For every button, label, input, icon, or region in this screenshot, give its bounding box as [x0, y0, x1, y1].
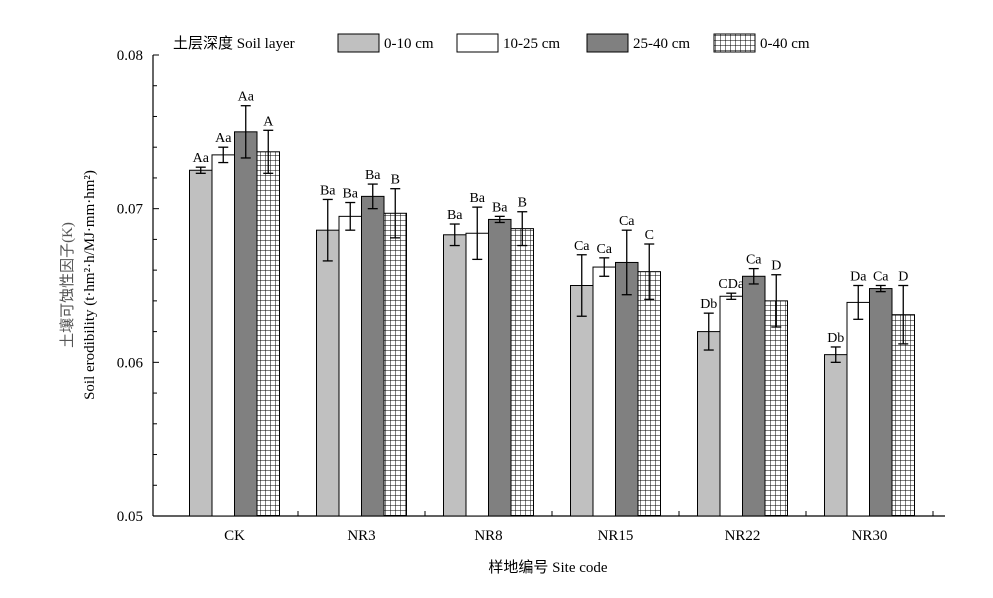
data-label: Ba	[365, 168, 381, 183]
legend-swatch-0-40 cm	[713, 33, 756, 53]
y-axis-title-cn: 土壤可蚀性因子(K)	[58, 222, 76, 348]
legend-label: 0-10 cm	[384, 36, 434, 52]
bar-CK-0-40 cm	[256, 151, 280, 517]
bar-CK-25-40 cm	[234, 131, 258, 517]
data-label: Aa	[215, 131, 232, 146]
plot-area: 0.05 0.06 0.07 0.08 Aa Aa Aa A CK Ba Ba Ba B NR3 Ba Ba B…	[117, 48, 945, 544]
data-label: Db	[827, 331, 844, 346]
bar-NR15-10-25 cm	[592, 266, 616, 517]
data-label: Ba	[447, 208, 463, 223]
bar-NR22-0-40 cm	[764, 300, 788, 517]
data-label: Ca	[746, 253, 762, 268]
bar-NR30-0-40 cm	[891, 314, 915, 517]
x-tick-label: NR8	[474, 528, 502, 544]
legend-swatch-0-10 cm	[337, 33, 380, 53]
bar-NR15-0-10 cm	[570, 285, 594, 517]
bar-CK-0-10 cm	[189, 169, 213, 517]
legend: 土层深度 Soil layer 0-10 cm 10-25 cm 25-40 cm 0…	[173, 33, 810, 53]
data-label: B	[518, 196, 527, 211]
y-axis-title-en-text: Soil erodibility (t·hm²·h/MJ·mm·hm²)	[82, 170, 98, 400]
data-label: Ba	[469, 191, 485, 206]
bar-NR8-0-40 cm	[510, 228, 534, 517]
data-label: Db	[700, 297, 717, 312]
bar-NR8-10-25 cm	[465, 232, 489, 517]
data-label: D	[898, 270, 908, 285]
y-tick-label: 0.07	[117, 202, 144, 218]
bar-NR15-25-40 cm	[615, 261, 639, 517]
data-label: Da	[850, 270, 867, 285]
data-label: Ca	[619, 214, 635, 229]
bar-NR22-25-40 cm	[742, 275, 766, 517]
bar-NR30-0-10 cm	[824, 354, 848, 517]
bar-NR3-0-10 cm	[316, 229, 340, 517]
y-tick-label: 0.06	[117, 355, 144, 371]
bar-NR30-10-25 cm	[846, 301, 870, 517]
y-tick-label: 0.08	[117, 48, 143, 64]
y-axis-title-en: Soil erodibility (t·hm²·h/MJ·mm·hm²)	[82, 170, 98, 400]
data-label: Ca	[574, 239, 590, 254]
bar-NR22-0-10 cm	[697, 331, 721, 517]
data-label: Ba	[320, 183, 336, 198]
data-label: Aa	[238, 90, 255, 105]
bar-NR30-25-40 cm	[869, 288, 893, 517]
y-tick-label: 0.05	[117, 509, 143, 525]
bar-CK-10-25 cm	[211, 154, 235, 517]
data-label: B	[391, 173, 400, 188]
data-label: Ba	[342, 187, 358, 202]
x-axis-title: 样地编号 Site code	[488, 559, 607, 576]
bar-NR22-10-25 cm	[719, 295, 743, 517]
legend-label: 0-40 cm	[760, 36, 810, 52]
data-label: CDa	[718, 277, 744, 292]
bar-NR3-25-40 cm	[361, 195, 385, 517]
data-label: C	[645, 228, 654, 243]
bar-NR8-25-40 cm	[488, 218, 512, 517]
x-tick-label: NR3	[347, 528, 375, 544]
bar-NR3-10-25 cm	[338, 215, 362, 517]
x-tick-label: NR30	[852, 528, 888, 544]
data-label: A	[263, 114, 274, 129]
legend-swatch-25-40 cm	[586, 33, 629, 53]
bar-NR8-0-10 cm	[443, 234, 467, 517]
x-tick-label: CK	[224, 528, 245, 544]
data-label: Ba	[492, 200, 508, 215]
y-axis-title: 土壤可蚀性因子(K) Soil erodibility (t·hm²·h/MJ·…	[58, 170, 98, 400]
x-tick-label: NR15	[598, 528, 634, 544]
legend-label: 10-25 cm	[503, 36, 560, 52]
legend-swatch-10-25 cm	[456, 33, 499, 53]
legend-label: 25-40 cm	[633, 36, 690, 52]
data-label: D	[771, 259, 781, 274]
bar-NR15-0-40 cm	[637, 271, 661, 517]
bar-NR3-0-40 cm	[383, 212, 407, 517]
data-label: Ca	[596, 242, 612, 257]
x-tick-label: NR22	[725, 528, 761, 544]
data-label: Aa	[193, 151, 210, 166]
legend-title: 土层深度 Soil layer	[173, 35, 295, 52]
data-label: Ca	[873, 270, 889, 285]
